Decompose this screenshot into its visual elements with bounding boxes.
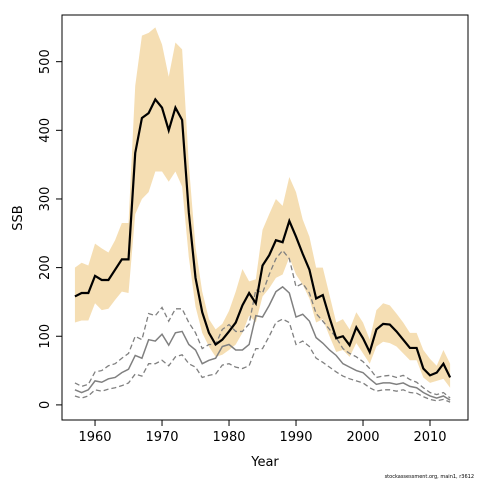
y-tick-label: 300 — [38, 187, 53, 212]
x-axis-label: Year — [250, 455, 279, 470]
y-axis-label: SSB — [11, 205, 26, 230]
plot-frame — [61, 14, 469, 421]
confidence-band — [74, 27, 451, 388]
y-tick-label: 400 — [38, 118, 53, 143]
x-tick-label: 1960 — [78, 430, 111, 445]
x-tick-label: 2010 — [413, 430, 446, 445]
x-tick-label: 1980 — [212, 430, 245, 445]
series-line — [74, 285, 451, 401]
series-line — [74, 97, 452, 378]
y-tick-label: 100 — [38, 324, 53, 349]
y-tick-label: 0 — [38, 401, 53, 409]
x-tick-label: 2000 — [346, 430, 379, 445]
footer: stockassessment.org, main1, r3612 — [385, 474, 474, 480]
bound-line — [74, 318, 451, 403]
y-tick-label: 500 — [38, 49, 53, 74]
y-tick-label: 200 — [38, 255, 53, 280]
x-tick-label: 1970 — [145, 430, 178, 445]
x-tick-label: 1990 — [279, 430, 312, 445]
bound-line — [74, 249, 451, 399]
